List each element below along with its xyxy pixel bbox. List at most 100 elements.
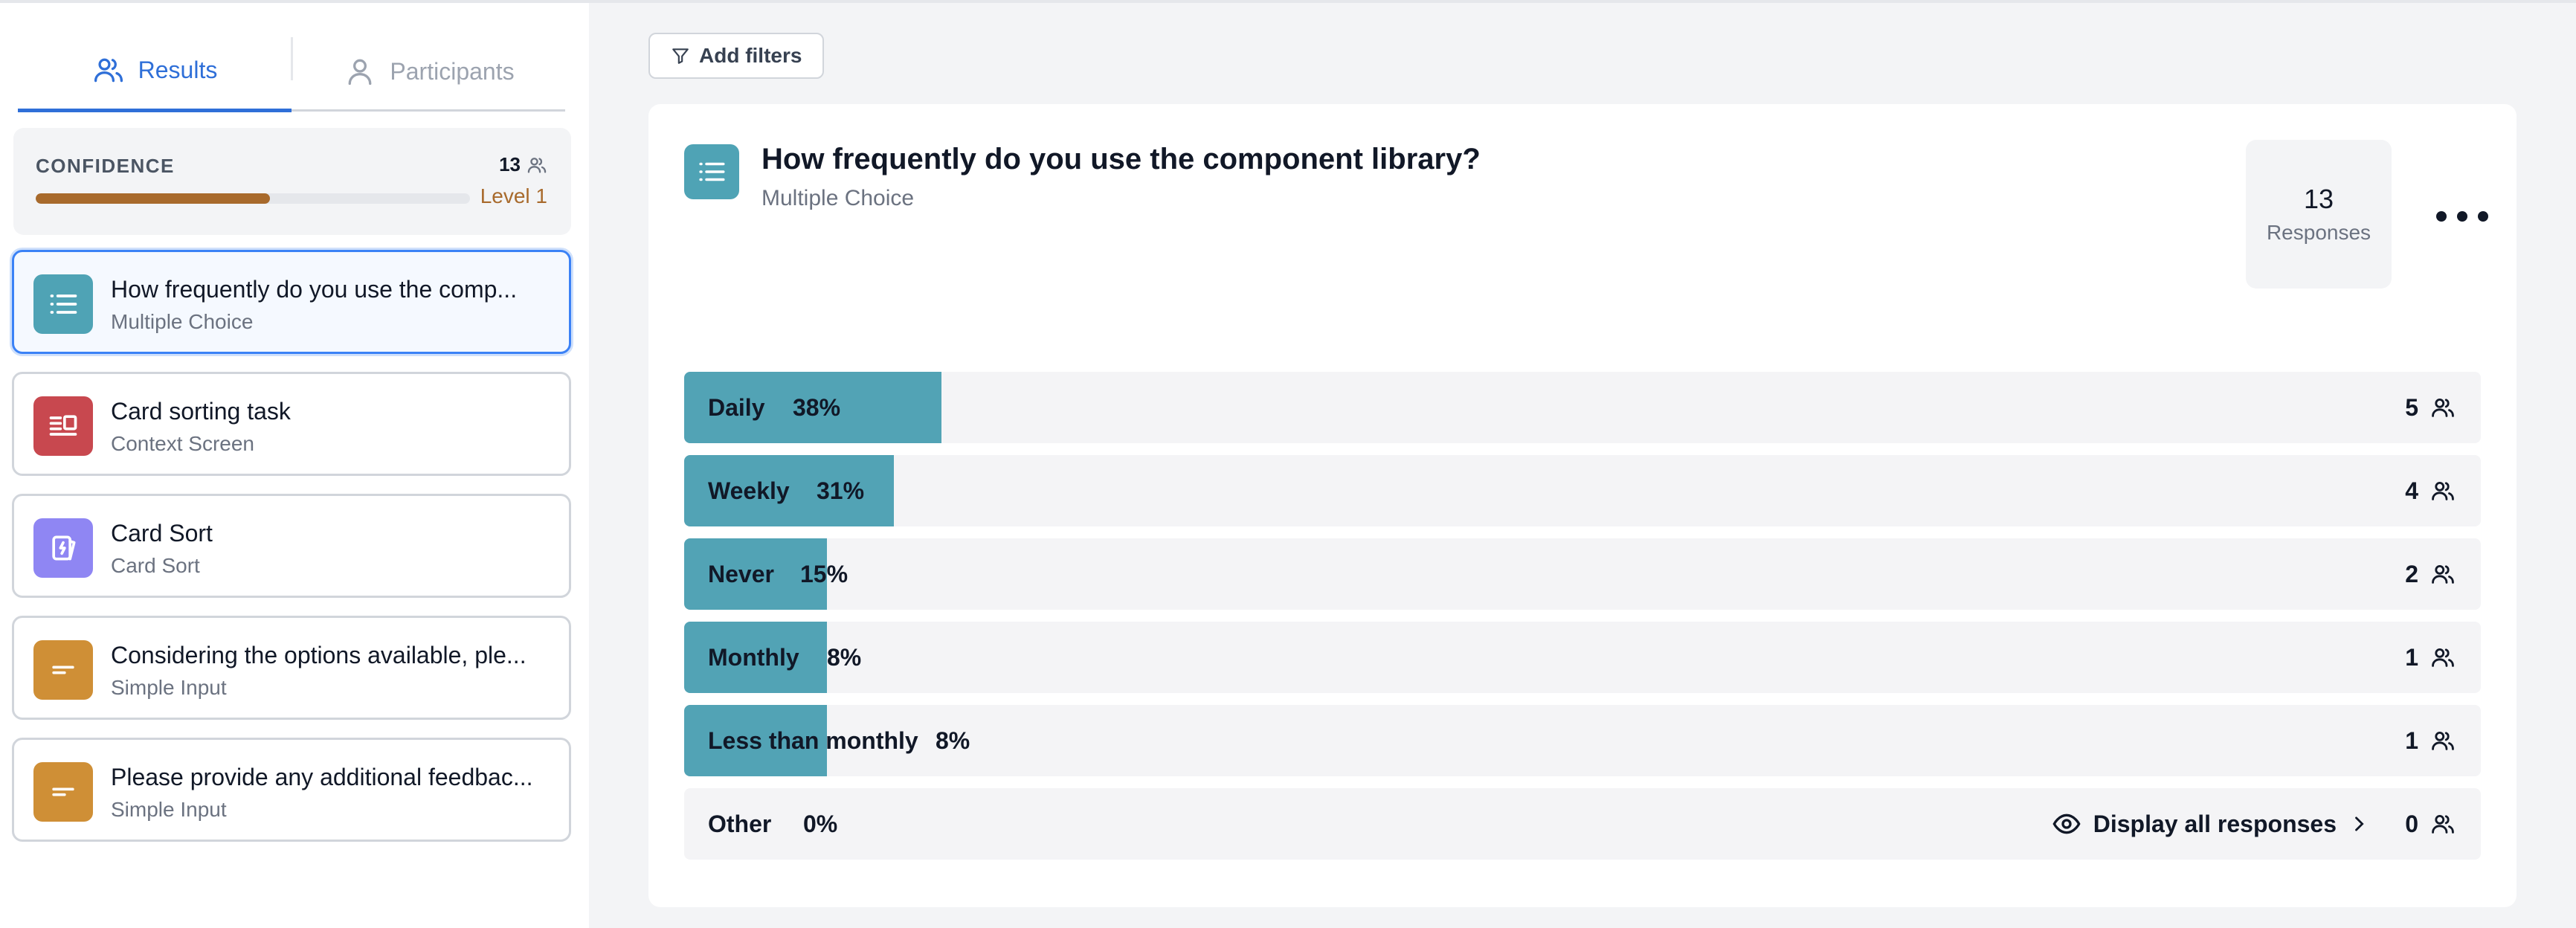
- dot: [2436, 211, 2447, 222]
- question-type-icon: [684, 144, 739, 199]
- question-card[interactable]: Card Sort Card Sort: [12, 494, 571, 598]
- confidence-count: 13: [499, 153, 547, 176]
- question-icon: [33, 518, 93, 578]
- result-bar-label: Weekly: [708, 477, 790, 504]
- text-input-icon: [52, 787, 74, 796]
- users-icon: [2432, 814, 2454, 834]
- result-bar: [684, 455, 895, 526]
- tab-participants-label: Participants: [390, 57, 515, 85]
- question-title: How frequently do you use the component …: [761, 143, 1481, 175]
- result-bar-label: Daily: [708, 394, 765, 421]
- sidebar: Results Participants CONFIDENCE 13 Level…: [0, 3, 589, 928]
- users-icon: [2432, 481, 2454, 500]
- question-card[interactable]: Please provide any additional feedbac...…: [12, 738, 571, 842]
- confidence-count-value: 13: [499, 153, 521, 175]
- confidence-progress-bar: [36, 193, 470, 204]
- text-input-icon: [52, 666, 74, 674]
- result-bar-count-value: 2: [2405, 560, 2418, 587]
- confidence-title: CONFIDENCE: [36, 155, 175, 177]
- result-bar-label: Monthly: [708, 644, 799, 671]
- question-card-title: Please provide any additional feedbac...: [111, 764, 533, 790]
- question-card[interactable]: Considering the options available, ple..…: [12, 616, 571, 720]
- list-icon: [699, 162, 725, 181]
- display-all-responses-button[interactable]: Display all responses: [2052, 788, 2369, 860]
- question-card-title: Considering the options available, ple..…: [111, 642, 527, 668]
- responses-label: Responses: [2266, 221, 2371, 244]
- result-bar-percent: 38%: [793, 394, 841, 421]
- result-bar: [684, 372, 942, 443]
- question-card-title: Card sorting task: [111, 398, 291, 425]
- tab-results[interactable]: Results: [18, 31, 292, 112]
- more-options-button[interactable]: [2436, 205, 2488, 228]
- result-bar-count-value: 0: [2405, 810, 2418, 837]
- users-icon: [2432, 731, 2454, 750]
- result-bar-row: Never 15% 2: [684, 538, 2481, 610]
- result-bar-percent: 15%: [800, 561, 849, 587]
- result-bar: [684, 538, 827, 610]
- result-bar-percent: 31%: [817, 477, 865, 504]
- filter-icon: [672, 48, 689, 64]
- results-chart: Daily 38% 5 Weekly 31% 4 Never 15% 2 Monthly 8% 1 Le…: [684, 372, 2481, 871]
- result-bar-row: Other 0% Display all responses 0: [684, 788, 2481, 860]
- list-icon: [50, 294, 77, 314]
- result-bar-percent: 0%: [803, 811, 838, 837]
- main-area: Add filters How frequently do you use th…: [589, 3, 2576, 928]
- confidence-level: Level 1: [480, 184, 547, 207]
- result-bar-count-value: 4: [2405, 477, 2418, 504]
- question-card-type: Simple Input: [111, 798, 227, 821]
- add-filters-button[interactable]: Add filters: [648, 33, 825, 79]
- card-sort-icon: [52, 535, 76, 561]
- result-bar-row: Less than monthly 8% 1: [684, 705, 2481, 776]
- responses-count: 13: [2303, 184, 2334, 214]
- users-icon: [2432, 398, 2454, 417]
- question-card[interactable]: How frequently do you use the comp... Mul…: [12, 250, 571, 354]
- question-card-type: Simple Input: [111, 676, 227, 699]
- result-bar-percent: 8%: [827, 644, 862, 671]
- question-type: Multiple Choice: [761, 186, 915, 210]
- question-card-title: How frequently do you use the comp...: [111, 276, 518, 303]
- tab-results-label: Results: [138, 56, 218, 83]
- question-icon: [33, 396, 93, 456]
- context-screen-icon: [49, 415, 77, 436]
- result-bar-count: 5: [2405, 372, 2456, 443]
- responses-summary: 13 Responses: [2246, 140, 2392, 289]
- result-bar-label: Other: [708, 811, 772, 837]
- dot: [2457, 211, 2467, 222]
- users-icon: [94, 58, 123, 83]
- tab-divider: [291, 37, 293, 80]
- result-bar-row: Daily 38% 5: [684, 372, 2481, 443]
- question-icon: [33, 762, 93, 822]
- result-bar-count-value: 1: [2405, 726, 2418, 754]
- result-bar-count: 2: [2405, 538, 2456, 610]
- users-icon: [2432, 648, 2454, 667]
- result-bar-count-value: 1: [2405, 643, 2418, 671]
- result-bar-count-value: 5: [2405, 393, 2418, 421]
- user-icon: [349, 59, 372, 86]
- confidence-progress-fill: [36, 193, 271, 204]
- result-bar-count: 0: [2405, 788, 2456, 860]
- users-icon: [2432, 564, 2454, 584]
- result-bar-row: Monthly 8% 1: [684, 622, 2481, 693]
- result-bar: [684, 705, 827, 776]
- question-card-type: Card Sort: [111, 554, 200, 577]
- question-card-type: Context Screen: [111, 432, 254, 455]
- eye-icon: [2052, 813, 2081, 834]
- result-bar-label: Less than monthly: [708, 727, 918, 754]
- question-icon: [33, 274, 93, 334]
- result-bar: [684, 622, 827, 693]
- result-bar-percent: 8%: [936, 727, 970, 754]
- add-filters-label: Add filters: [699, 44, 802, 67]
- result-bar-label: Never: [708, 561, 774, 587]
- dot: [2478, 211, 2488, 222]
- users-icon: [527, 157, 547, 173]
- top-border: [0, 0, 2576, 3]
- tab-participants[interactable]: Participants: [293, 31, 565, 112]
- result-bar-count: 4: [2405, 455, 2456, 526]
- question-card-title: Card Sort: [111, 520, 213, 547]
- display-all-responses-label: Display all responses: [2093, 810, 2337, 837]
- result-bar-row: Weekly 31% 4: [684, 455, 2481, 526]
- results-panel: How frequently do you use the component …: [648, 104, 2517, 907]
- question-card-type: Multiple Choice: [111, 310, 254, 333]
- question-card[interactable]: Card sorting task Context Screen: [12, 372, 571, 476]
- confidence-card: CONFIDENCE 13 Level 1: [13, 128, 571, 235]
